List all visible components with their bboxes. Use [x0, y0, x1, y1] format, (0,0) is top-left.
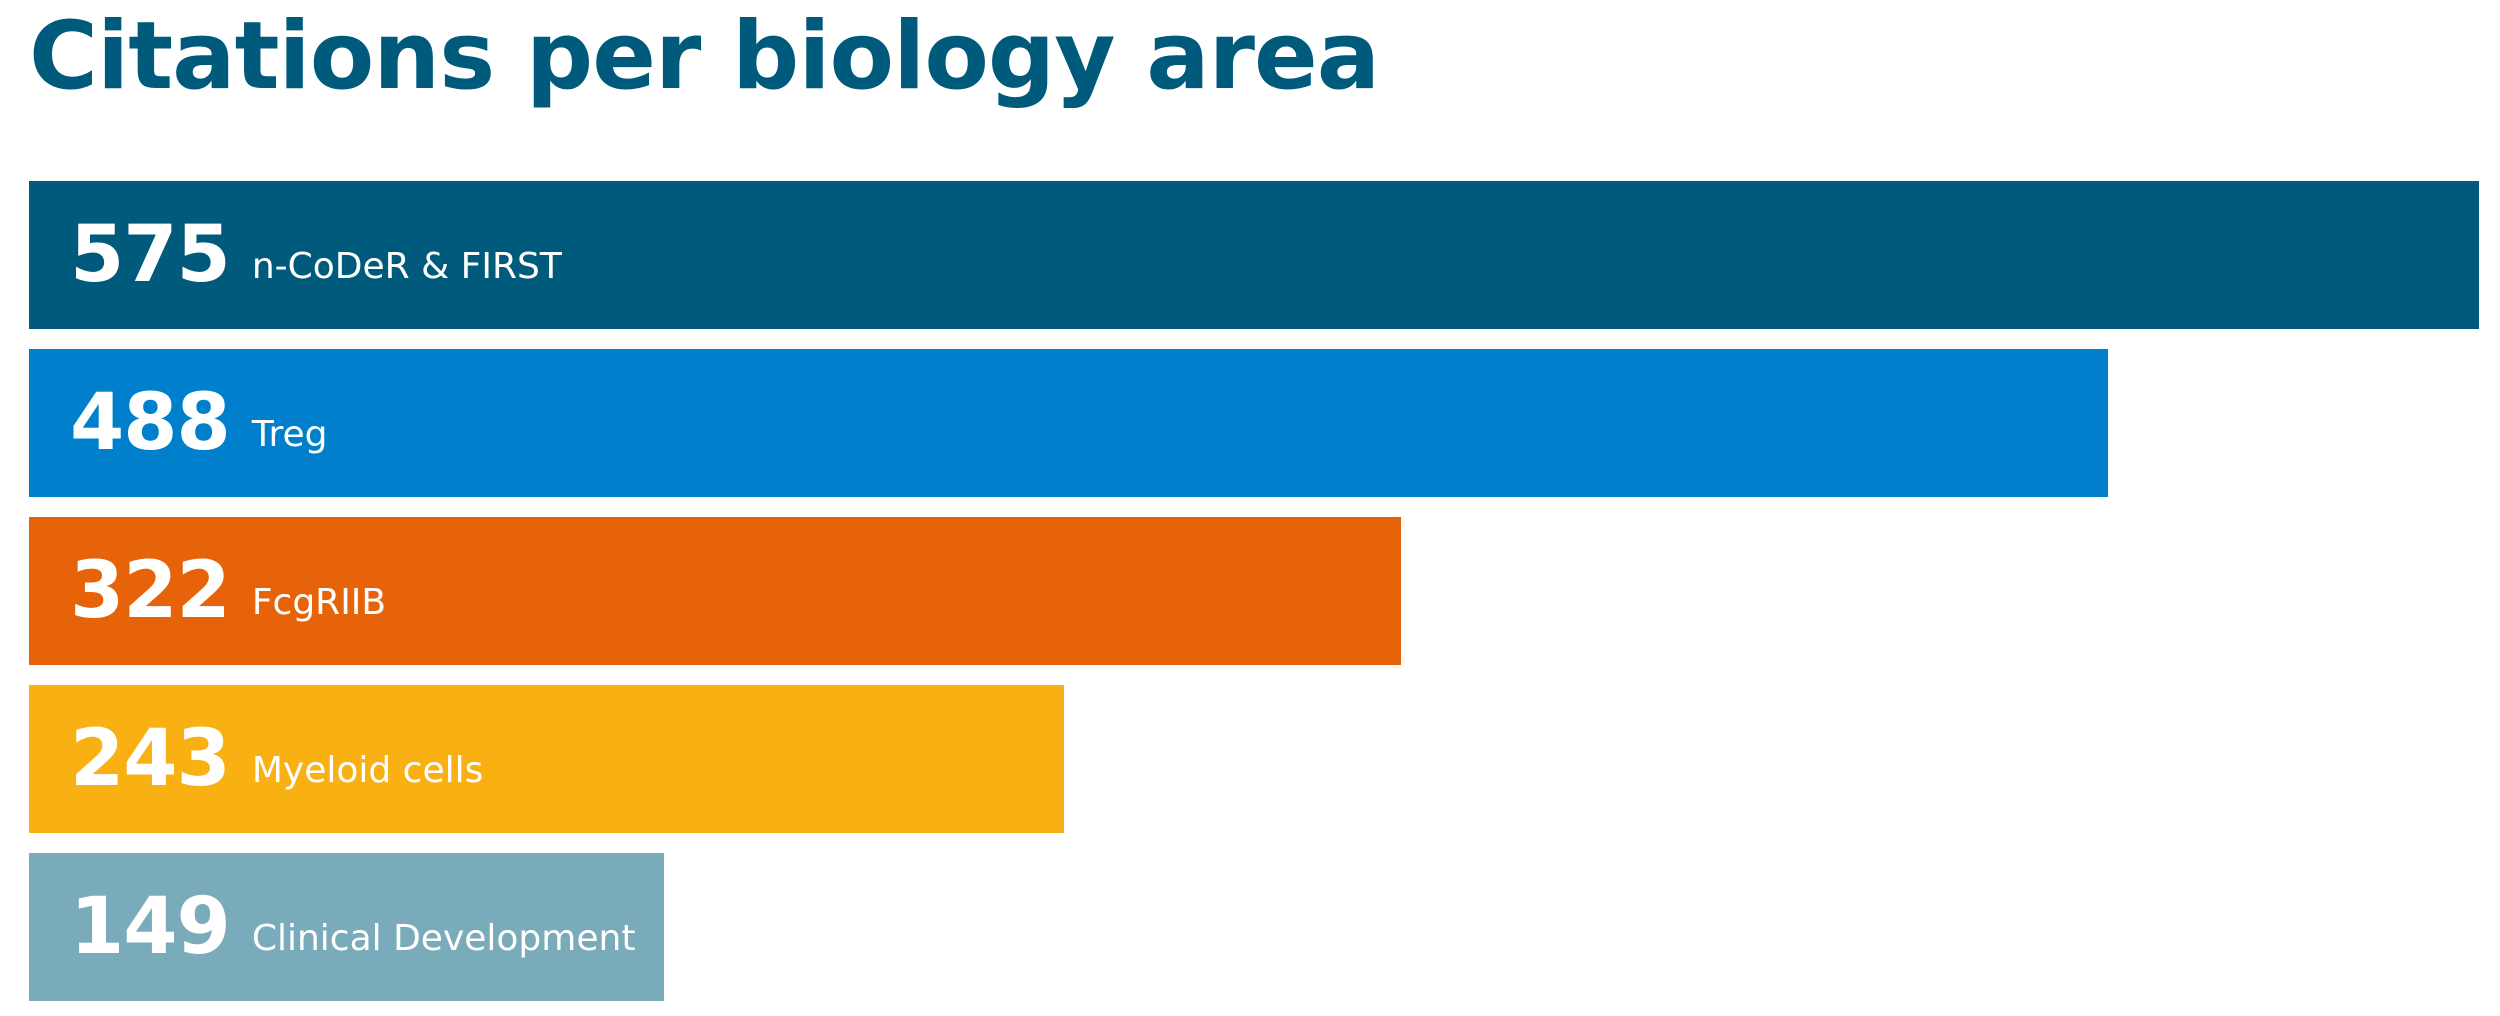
bar-category-label: n-CoDeR & FIRST	[251, 245, 562, 287]
bar: 488 Treg	[29, 349, 2108, 497]
bar: 322 FcgRIIB	[29, 517, 1401, 665]
bar-category-label: Myeloid cells	[251, 749, 484, 791]
bar-value-label: 322	[70, 546, 231, 636]
bar: 575 n-CoDeR & FIRST	[29, 181, 2479, 329]
chart-title: Citations per biology area	[29, 2, 1380, 111]
bar-category-label: Treg	[251, 413, 328, 455]
bar-value-label: 243	[70, 714, 231, 804]
bar-category-label: FcgRIIB	[251, 581, 387, 623]
bar: 149 Clinical Development	[29, 853, 664, 1001]
bar: 243 Myeloid cells	[29, 685, 1064, 833]
bar-category-label: Clinical Development	[251, 917, 636, 959]
bar-value-label: 488	[70, 378, 231, 468]
bar-value-label: 575	[70, 210, 231, 300]
bar-value-label: 149	[70, 882, 231, 972]
